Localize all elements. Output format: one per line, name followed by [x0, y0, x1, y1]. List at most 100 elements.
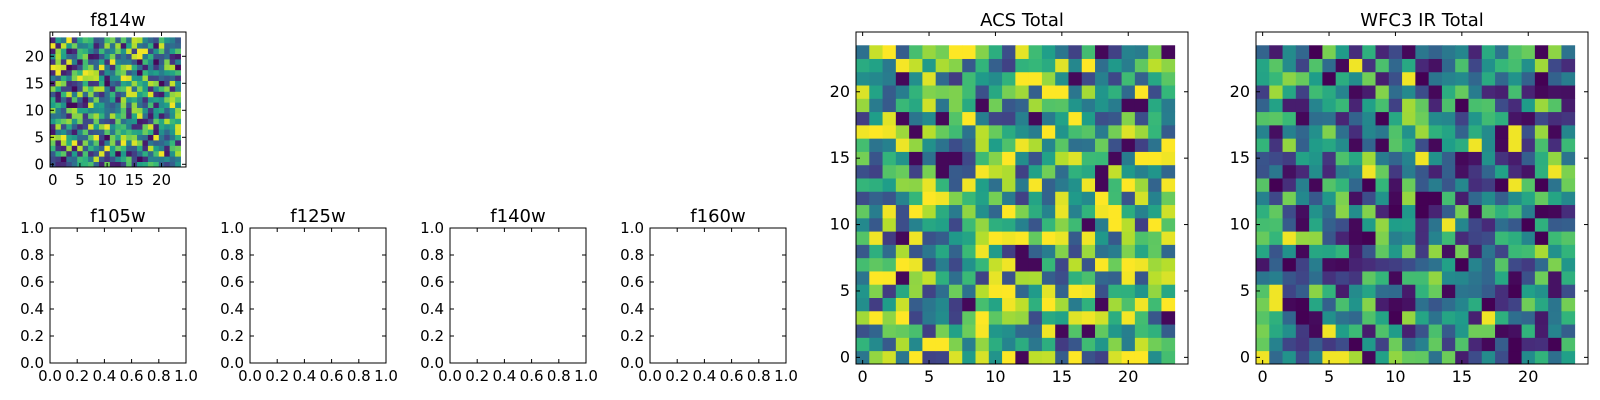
heatmap-cell — [60, 42, 67, 49]
heatmap-cell — [147, 96, 154, 103]
heatmap-cell — [77, 48, 84, 54]
heatmap-cell — [71, 80, 78, 87]
heatmap-cell — [1415, 45, 1430, 59]
heatmap-cell — [120, 123, 127, 130]
heatmap-cell — [1508, 164, 1522, 179]
heatmap-cell — [1415, 178, 1430, 192]
heatmap-cell — [137, 75, 143, 81]
heatmap-cell — [922, 284, 937, 298]
heatmap-cell — [1548, 71, 1562, 86]
x-tick-label: 0 — [858, 367, 868, 386]
heatmap-cell — [882, 85, 897, 99]
heatmap-cell — [1441, 204, 1456, 219]
heatmap-cell — [71, 113, 78, 119]
heatmap-cell — [60, 80, 67, 87]
heatmap-cell — [975, 178, 990, 192]
heatmap-cell — [1081, 217, 1096, 232]
heatmap-cell — [922, 271, 937, 285]
heatmap-cell — [137, 80, 143, 87]
heatmap-cell — [869, 85, 883, 99]
heatmap-cell — [71, 161, 78, 168]
x-tick-label: 0.0 — [438, 367, 462, 385]
heatmap-cell — [88, 37, 94, 44]
heatmap-cell — [1002, 178, 1016, 192]
heatmap-cell — [1269, 244, 1283, 259]
heatmap-cell — [1322, 244, 1337, 259]
heatmap-cell — [131, 42, 138, 49]
heatmap-cell — [1348, 337, 1363, 352]
heatmap-cell — [1534, 151, 1549, 166]
heatmap-cell — [1548, 217, 1562, 232]
heatmap-cell — [1561, 204, 1576, 219]
heatmap-cell — [1041, 271, 1056, 285]
heatmap-cell — [962, 231, 976, 245]
heatmap-cell — [50, 91, 56, 98]
heatmap-cell — [1481, 138, 1496, 152]
heatmap-cell — [1375, 45, 1390, 59]
x-axis-ticks: 0 5 10 15 20 — [48, 32, 171, 189]
heatmap-cell — [1095, 111, 1109, 126]
heatmap-cell — [1095, 58, 1109, 73]
heatmap-cell — [77, 69, 84, 76]
heatmap-cell — [1134, 244, 1149, 259]
heatmap-cell — [71, 145, 78, 152]
heatmap-cell — [1015, 231, 1030, 245]
heatmap-cell — [109, 69, 116, 76]
x-tick-label: 0.6 — [720, 367, 744, 385]
heatmap-cell — [131, 150, 138, 157]
heatmap-cell — [50, 96, 56, 103]
heatmap-cell — [1041, 98, 1056, 113]
heatmap-cell — [1428, 111, 1443, 126]
heatmap-cell — [1402, 124, 1416, 139]
heatmap-cell — [1309, 337, 1323, 352]
heatmap-cell — [104, 96, 111, 103]
heatmap-cell — [1548, 204, 1562, 219]
heatmap-cell — [1415, 164, 1430, 179]
heatmap-cell — [909, 111, 923, 126]
heatmap-cell — [93, 118, 100, 125]
heatmap-cell — [82, 161, 89, 168]
heatmap-cell — [164, 107, 171, 114]
heatmap-cell — [1269, 58, 1283, 73]
heatmap-cell — [1028, 85, 1043, 99]
heatmap-cell — [88, 59, 94, 65]
heatmap-cell — [869, 337, 883, 352]
y-tick-label: 0.8 — [220, 246, 244, 264]
heatmap-cell — [153, 64, 160, 71]
heatmap-cell — [1402, 45, 1416, 59]
heatmap-cell — [55, 59, 62, 65]
heatmap-cell — [60, 161, 67, 168]
heatmap-cell — [975, 98, 990, 113]
heatmap-cell — [164, 113, 171, 119]
heatmap-cell — [1335, 271, 1350, 285]
heatmap-cell — [856, 271, 870, 285]
heatmap-cell — [109, 64, 116, 71]
heatmap-cell — [1388, 297, 1403, 312]
heatmap-cell — [147, 134, 154, 141]
x-tick-label: 0.8 — [347, 367, 371, 385]
heatmap-cell — [1002, 98, 1016, 113]
heatmap-cell — [895, 111, 910, 126]
heatmap-cell — [77, 64, 84, 71]
heatmap-cell — [120, 53, 127, 60]
y-tick-label: 1.0 — [220, 219, 244, 237]
heatmap-cell — [1455, 98, 1469, 113]
heatmap-cell — [1468, 231, 1483, 245]
heatmap-cell — [869, 231, 883, 245]
heatmap-cell — [1108, 297, 1122, 312]
heatmap-cell — [88, 113, 94, 119]
heatmap-cell — [98, 42, 105, 49]
heatmap-cell — [115, 129, 122, 135]
heatmap-cell — [93, 102, 100, 108]
heatmap-cell — [1508, 257, 1522, 272]
heatmap-cell — [1455, 45, 1469, 59]
heatmap-cell — [104, 48, 111, 54]
heatmap-cell — [175, 48, 181, 54]
heatmap-cell — [1134, 324, 1149, 338]
heatmap-cell — [1495, 138, 1509, 152]
heatmap-cell — [1322, 85, 1337, 99]
heatmap-cell — [66, 161, 73, 168]
panel-f160w: f160w 0.0 0.2 0.4 0.6 0.8 1.0 0.00.20.40.60.8… — [620, 206, 798, 385]
heatmap-cell — [98, 118, 105, 125]
heatmap-cell — [93, 75, 100, 81]
